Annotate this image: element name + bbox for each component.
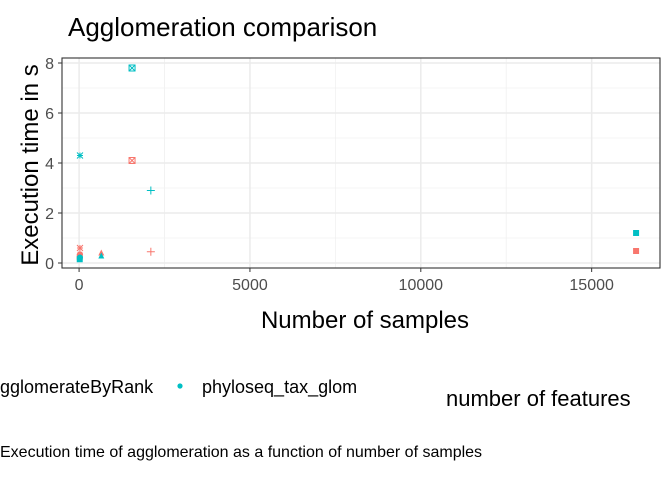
x-tick-label: 5000 (232, 277, 268, 294)
points-layer (76, 64, 640, 263)
y-tick-label: 4 (45, 156, 54, 173)
figure-caption: Execution time of agglomeration as a fun… (0, 444, 483, 461)
legend-title-number-of-features: number of features (446, 386, 631, 411)
legend-label-agglomerateByRank: agglomerateByRank (0, 377, 154, 397)
legend-key-phyloseq-tax-glom (177, 383, 183, 389)
data-point-agglomerateByRank (76, 244, 84, 252)
axis-ticks: 0 5000 10000 15000 0 2 4 6 8 (45, 56, 614, 294)
legend-label-phyloseq-tax-glom: phyloseq_tax_glom (202, 377, 357, 398)
data-point-phyloseq-tax-glom (98, 252, 105, 259)
data-point-phyloseq-tax-glom (146, 186, 155, 195)
y-tick-label: 0 (45, 256, 54, 273)
legend: agglomerateByRank phyloseq_tax_glom numb… (0, 377, 631, 411)
data-point-phyloseq-tax-glom (633, 230, 640, 236)
y-tick-label: 2 (45, 206, 54, 223)
data-point-phyloseq-tax-glom (76, 152, 84, 159)
x-axis-label: Number of samples (261, 307, 469, 334)
grid-major (62, 58, 660, 268)
data-point-agglomerateByRank (146, 247, 155, 256)
y-tick-label: 8 (45, 56, 54, 73)
x-tick-label: 0 (75, 277, 84, 294)
y-axis-label: Execution time in s (17, 64, 44, 265)
data-point-agglomerateByRank (633, 248, 640, 254)
chart-title: Agglomeration comparison (68, 12, 377, 42)
data-point-phyloseq-tax-glom (128, 64, 136, 72)
x-tick-label: 10000 (399, 277, 444, 294)
data-point-phyloseq-tax-glom (76, 254, 83, 261)
x-tick-label: 15000 (569, 277, 614, 294)
data-point-agglomerateByRank (128, 157, 136, 164)
y-tick-label: 6 (45, 106, 54, 123)
